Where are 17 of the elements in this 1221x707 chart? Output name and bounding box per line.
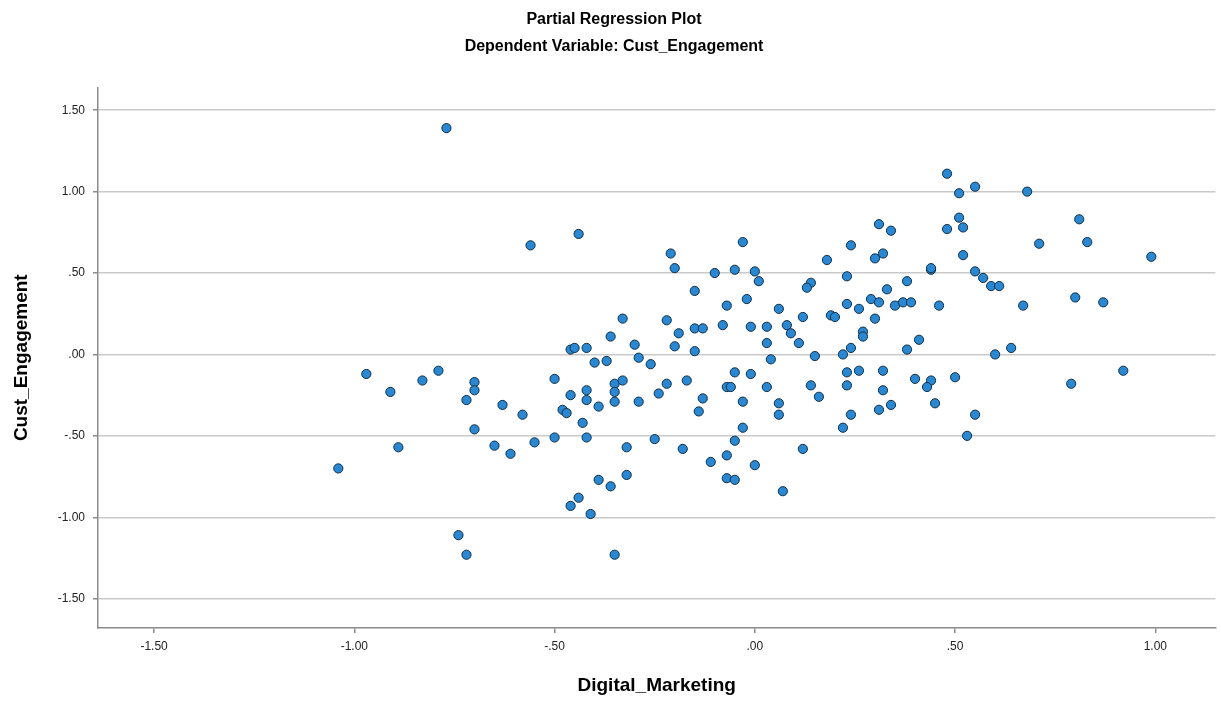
y-tick-label: -1.50 <box>57 591 86 605</box>
x-tick-label: .00 <box>746 638 764 653</box>
y-tick-label: -.50 <box>64 428 86 443</box>
chart-title: Partial Regression Plot <box>526 10 703 28</box>
y-tick-label: 1.00 <box>61 183 86 198</box>
chart-subtitle: Dependent Variable: Cust_Engagement <box>464 37 765 55</box>
x-tick-label: -1.50 <box>140 638 169 653</box>
x-axis-title: Digital_Marketing <box>577 673 736 695</box>
x-tick-label: 1.00 <box>1143 638 1168 653</box>
y-tick-label: 1.50 <box>61 102 86 117</box>
y-axis-title: Cust_Engagement <box>9 273 31 442</box>
x-tick-label: .50 <box>946 638 964 653</box>
y-tick-label: .00 <box>68 346 86 361</box>
y-tick-label: -1.00 <box>57 509 86 524</box>
x-tick-label: -1.00 <box>340 638 369 653</box>
y-tick-label: .50 <box>68 265 86 280</box>
x-tick-label: -.50 <box>544 638 566 653</box>
